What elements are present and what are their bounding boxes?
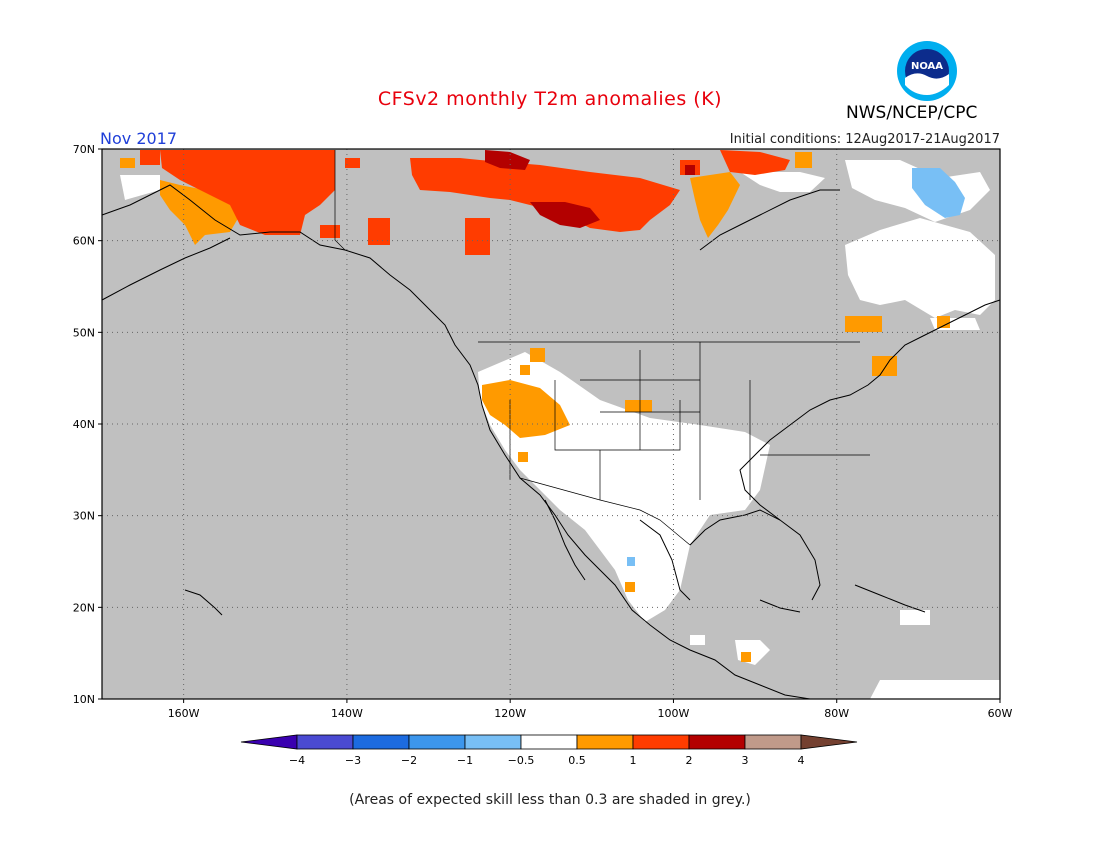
agency-label: NWS/NCEP/CPC: [846, 103, 978, 123]
map-title: CFSv2 monthly T2m anomalies (K): [377, 88, 723, 110]
colorbar-box: [296, 734, 354, 750]
colorbar-box: [576, 734, 634, 750]
latitude-label: 20N: [73, 601, 95, 614]
anomaly-darkred: [485, 150, 695, 228]
longitude-label: 160W: [168, 707, 200, 720]
colorbar-label: −3: [345, 754, 361, 767]
initial-conditions: Initial conditions: 12Aug2017-21Aug2017: [729, 132, 1000, 147]
latitude-label: 50N: [73, 326, 95, 339]
colorbar-max-arrow: [800, 734, 858, 750]
latitude-label: 70N: [73, 143, 95, 156]
latitude-labels: 10N 20N 30N 40N 50N 60N 70N: [73, 143, 102, 706]
colorbar-box: [688, 734, 746, 750]
colorbar-label: 1: [630, 754, 637, 767]
colorbar-box: [632, 734, 690, 750]
colorbar-label: −2: [401, 754, 417, 767]
longitude-label: 60W: [988, 707, 1013, 720]
colorbar-label: 2: [686, 754, 693, 767]
graticule: [102, 149, 1000, 699]
noaa-logo: NOAA: [897, 41, 957, 101]
longitude-label: 100W: [658, 707, 690, 720]
colorbar-label: −0.5: [508, 754, 535, 767]
colorbar-box: [464, 734, 522, 750]
colorbar-box: [744, 734, 802, 750]
longitude-label: 140W: [331, 707, 363, 720]
colorbar-label: 4: [798, 754, 805, 767]
latitude-label: 30N: [73, 510, 95, 523]
colorbar-box: [520, 734, 578, 750]
latitude-label: 40N: [73, 418, 95, 431]
latitude-label: 60N: [73, 235, 95, 248]
colorbar-label: −1: [457, 754, 473, 767]
anomaly-red: [140, 150, 790, 255]
forecast-month: Nov 2017: [100, 129, 178, 148]
skill-footnote: (Areas of expected skill less than 0.3 a…: [349, 792, 751, 808]
anomaly-blue: [627, 168, 965, 566]
longitude-labels: 160W 140W 120W 100W 80W 60W: [168, 699, 1013, 720]
coastlines: [101, 184, 1001, 700]
colorbar-box: [352, 734, 410, 750]
logo-text: NOAA: [911, 61, 943, 72]
longitude-label: 120W: [494, 707, 526, 720]
colorbar-label: 0.5: [568, 754, 586, 767]
colorbar-box: [408, 734, 466, 750]
colorbar-label: −4: [289, 754, 305, 767]
colorbar-label: 3: [742, 754, 749, 767]
longitude-label: 80W: [824, 707, 849, 720]
colorbar-min-arrow: [240, 734, 298, 750]
political-borders: [334, 150, 870, 546]
latitude-label: 10N: [73, 693, 95, 706]
